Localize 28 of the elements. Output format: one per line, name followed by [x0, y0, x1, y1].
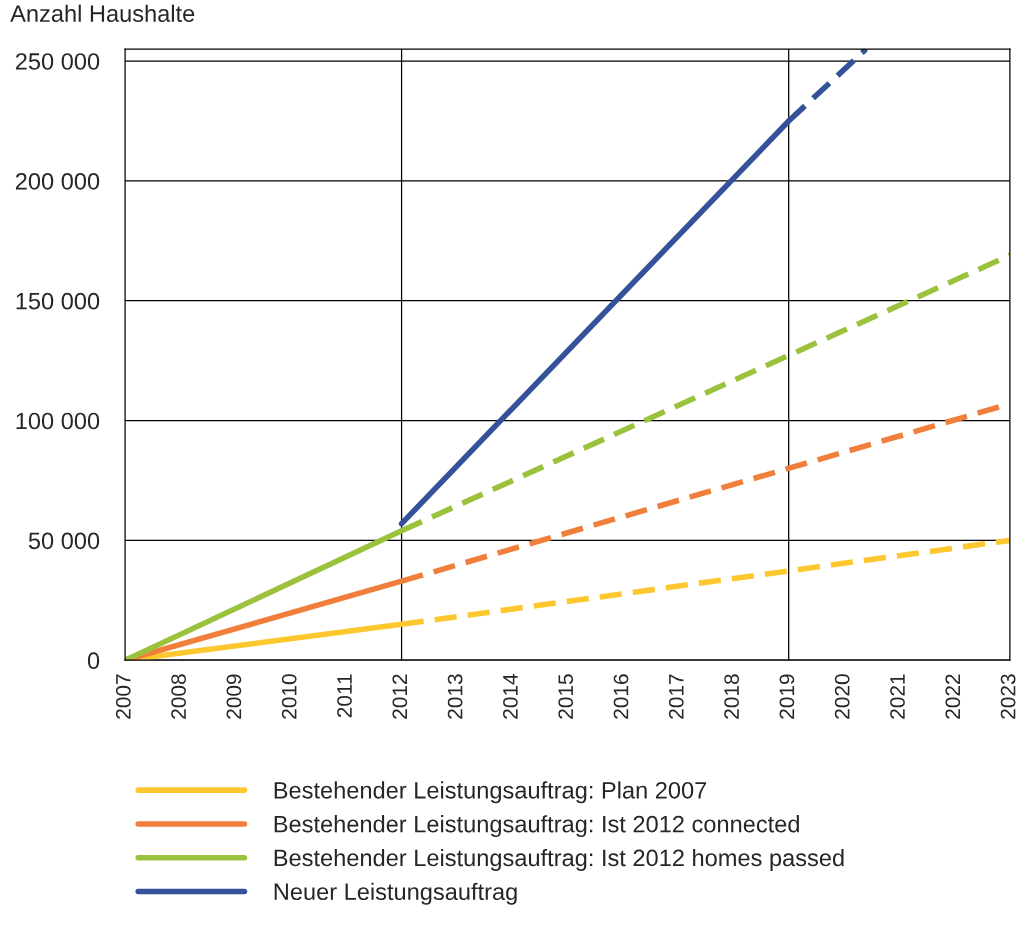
y-tick-label: 50 000: [28, 532, 100, 550]
x-tick-label: 2020: [834, 674, 850, 719]
legend-label: Bestehender Leistungsauftrag: Plan 2007: [274, 781, 707, 804]
x-tick-label: 2019: [779, 674, 795, 719]
x-tick-label: 2021: [890, 674, 905, 719]
y-tick-label: 100 000: [16, 412, 100, 430]
y-tick-label: 200 000: [15, 172, 100, 190]
x-tick-label: 2015: [558, 674, 574, 719]
x-tick-label: 2008: [171, 674, 186, 719]
x-tick-label: 2011: [337, 674, 352, 718]
x-tick-label: 2022: [945, 674, 961, 719]
legend-label: Neuer Leistungsauftrag: [274, 882, 517, 905]
y-tick-label: 250 000: [15, 53, 100, 70]
x-tick-label: 2018: [724, 674, 739, 719]
x-tick-label: 2007: [115, 674, 131, 719]
legend-label: Bestehender Leistungsauftrag: Ist 2012 homes passed: [274, 848, 844, 871]
legend-label: Bestehender Leistungsauftrag: Ist 2012 connected: [274, 815, 799, 838]
x-tick-label: 2013: [447, 674, 463, 719]
x-tick-label: 2012: [392, 674, 408, 719]
y-axis-title: Anzahl Haushalte: [10, 4, 195, 22]
x-tick-label: 2009: [226, 674, 242, 719]
x-tick-label: 2023: [1000, 674, 1016, 719]
x-tick-label: 2014: [503, 674, 518, 719]
x-tick-label: 2016: [613, 674, 629, 719]
y-tick-label: 150 000: [16, 292, 100, 310]
x-tick-label: 2017: [668, 674, 684, 719]
x-tick-label: 2010: [281, 674, 297, 719]
y-tick-label: 0: [87, 652, 100, 670]
